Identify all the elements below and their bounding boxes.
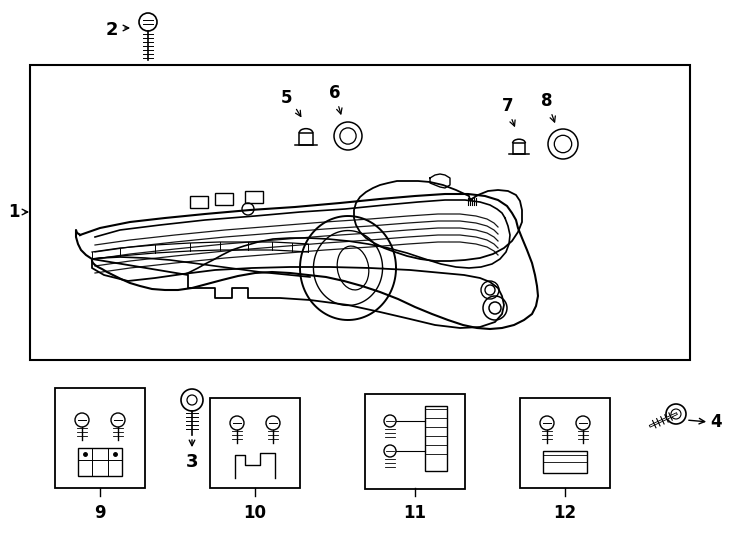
Bar — [543, 451, 587, 473]
Bar — [245, 191, 263, 203]
Text: 11: 11 — [404, 504, 426, 522]
Text: 4: 4 — [711, 413, 722, 431]
Text: 9: 9 — [94, 504, 106, 522]
Bar — [30, 65, 690, 360]
Text: 3: 3 — [186, 453, 198, 471]
Text: 6: 6 — [330, 84, 341, 102]
Text: 12: 12 — [553, 504, 577, 522]
Bar — [190, 196, 208, 208]
Bar — [299, 133, 313, 145]
Bar — [425, 406, 447, 471]
Text: 7: 7 — [502, 97, 514, 115]
Text: 2: 2 — [106, 21, 118, 39]
Text: 8: 8 — [541, 92, 553, 110]
Text: 10: 10 — [244, 504, 266, 522]
Bar — [215, 193, 233, 205]
Bar — [512, 143, 526, 154]
Bar — [78, 448, 122, 476]
Text: 5: 5 — [281, 89, 293, 107]
Text: 1: 1 — [8, 203, 20, 221]
